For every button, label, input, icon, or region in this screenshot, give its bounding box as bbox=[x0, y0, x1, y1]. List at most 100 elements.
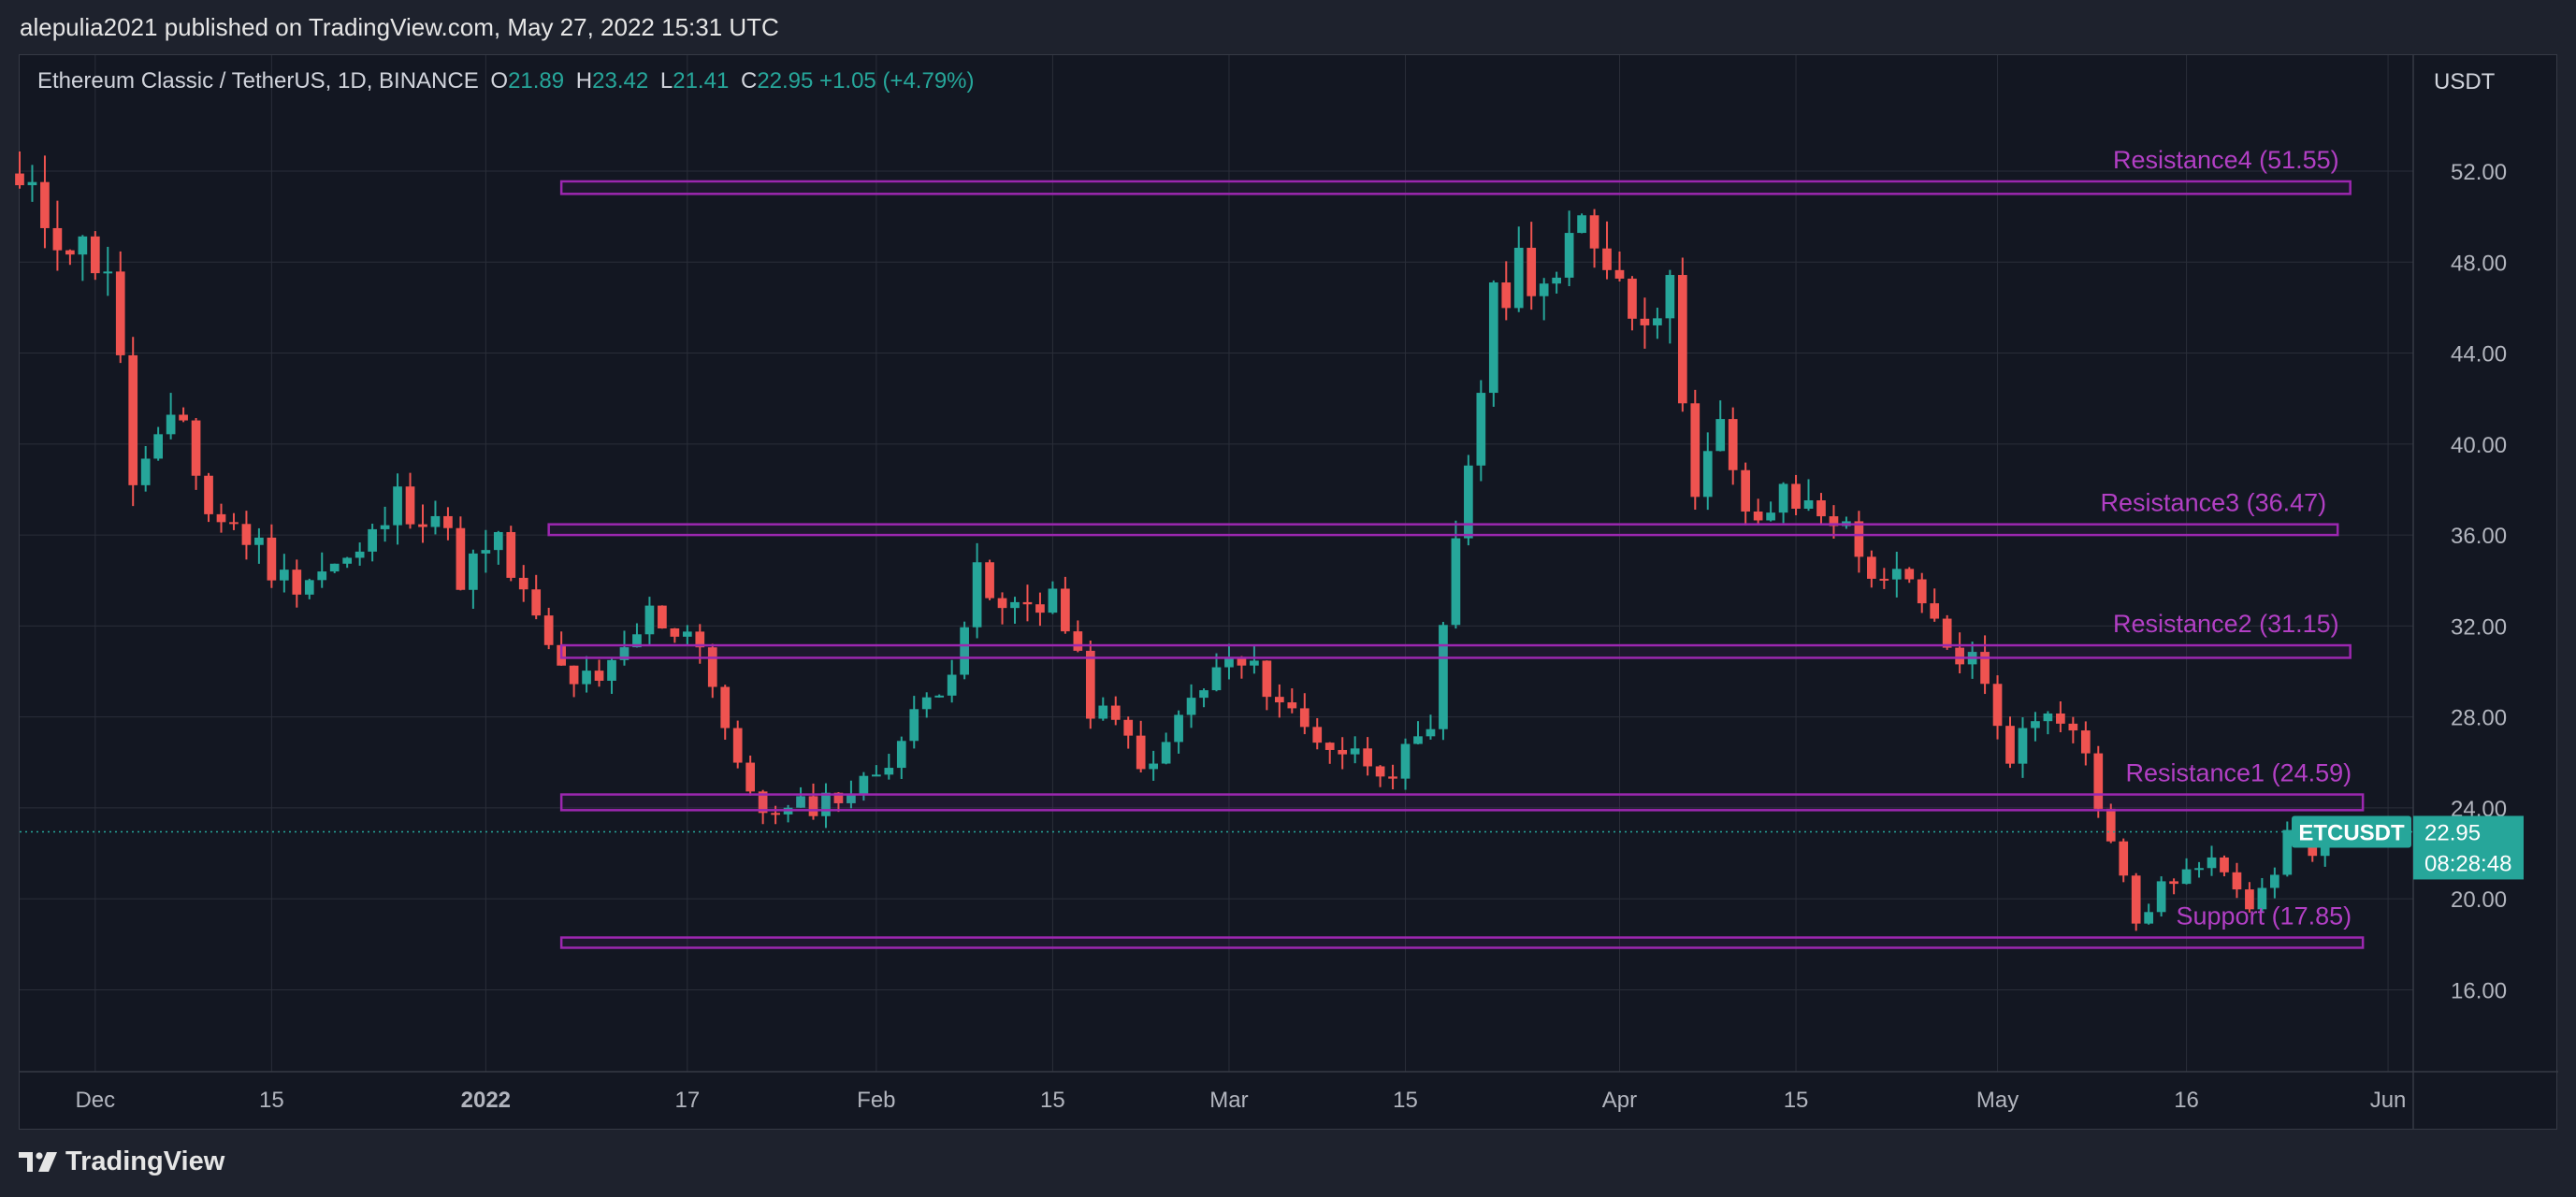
candle-up bbox=[1464, 465, 1473, 539]
chart[interactable]: 52.0048.0044.0040.0036.0032.0028.0024.00… bbox=[0, 0, 2576, 1141]
candle-down bbox=[1879, 578, 1889, 581]
candle-down bbox=[1287, 702, 1297, 709]
candle-down bbox=[1338, 749, 1348, 755]
candle-down bbox=[720, 686, 731, 728]
candle-up bbox=[1564, 233, 1574, 278]
zone-box bbox=[559, 180, 2352, 195]
candle-up bbox=[355, 551, 365, 558]
candle-up bbox=[78, 236, 88, 255]
candle-down bbox=[569, 665, 579, 685]
candle-up bbox=[2194, 868, 2204, 871]
last-price-tag bbox=[2413, 815, 2524, 880]
tradingview-logo-icon bbox=[19, 1152, 57, 1172]
candle-down bbox=[1375, 766, 1385, 777]
candle-up bbox=[934, 695, 945, 698]
candle-up bbox=[2269, 874, 2279, 888]
candle-down bbox=[1904, 569, 1915, 580]
x-tick-label: 2022 bbox=[461, 1088, 511, 1113]
candle-up bbox=[2257, 887, 2267, 910]
legend-symbol: Ethereum Classic / TetherUS, 1D, BINANCE bbox=[37, 68, 479, 94]
candle-down bbox=[1640, 318, 1650, 325]
candle-down bbox=[1061, 588, 1070, 632]
candle-up bbox=[909, 709, 919, 742]
x-tick-label: 17 bbox=[674, 1088, 700, 1113]
legend-open-label: O bbox=[490, 68, 509, 94]
candle-up bbox=[1224, 656, 1234, 668]
y-tick-label: 28.00 bbox=[2451, 706, 2507, 731]
candle-down bbox=[833, 792, 844, 803]
legend-low-value: 21.41 bbox=[673, 68, 730, 94]
candle-up bbox=[103, 271, 113, 274]
chart-legend: Ethereum Classic / TetherUS, 1D, BINANCE… bbox=[37, 68, 975, 94]
candle-down bbox=[1829, 516, 1839, 526]
candle-down bbox=[1917, 579, 1927, 604]
candle-down bbox=[191, 420, 201, 476]
candle-up bbox=[1715, 419, 1726, 452]
candle-down bbox=[1527, 247, 1537, 296]
candle-down bbox=[2119, 841, 2129, 876]
candle-up bbox=[960, 627, 969, 675]
legend-high-label: H bbox=[575, 68, 593, 94]
candle-down bbox=[443, 515, 453, 528]
candle-down bbox=[2080, 730, 2091, 754]
candle-up bbox=[1048, 588, 1058, 613]
legend-open-value: 21.89 bbox=[508, 68, 565, 94]
candle-up bbox=[1488, 282, 1498, 394]
x-tick-label: Dec bbox=[75, 1088, 115, 1113]
symbol-tag-label: ETCUSDT bbox=[2298, 820, 2405, 845]
y-tick-label: 16.00 bbox=[2451, 978, 2507, 1003]
candle-down bbox=[179, 414, 188, 421]
candle-up bbox=[1577, 215, 1586, 234]
candle-down bbox=[418, 524, 427, 527]
candle-up bbox=[1451, 538, 1461, 626]
candle-down bbox=[2093, 753, 2104, 809]
candle-down bbox=[2005, 726, 2015, 764]
candle-down bbox=[1324, 743, 1335, 750]
candle-up bbox=[1149, 763, 1159, 770]
candle-down bbox=[1614, 269, 1625, 279]
candle-down bbox=[204, 475, 213, 514]
candle-up bbox=[1513, 247, 1524, 309]
candle-up bbox=[1425, 728, 1436, 737]
footer-brand[interactable]: TradingView bbox=[19, 1143, 224, 1180]
candle-up bbox=[2207, 857, 2217, 869]
x-tick-label: May bbox=[1976, 1088, 2019, 1113]
candle-up bbox=[1098, 705, 1108, 719]
candle-up bbox=[2181, 869, 2192, 885]
candle-down bbox=[15, 173, 24, 186]
candle-down bbox=[758, 791, 768, 814]
candle-down bbox=[732, 728, 743, 763]
candle-up bbox=[859, 775, 869, 794]
candle-down bbox=[1628, 278, 1637, 319]
candle-up bbox=[921, 697, 932, 710]
y-tick-label: 44.00 bbox=[2451, 342, 2507, 368]
candle-down bbox=[1753, 512, 1763, 521]
candle-down bbox=[1980, 652, 1990, 685]
candle-up bbox=[607, 659, 616, 681]
candle-up bbox=[644, 605, 655, 635]
candle-down bbox=[2169, 881, 2178, 885]
candle-up bbox=[872, 774, 881, 777]
candle-up bbox=[1350, 748, 1360, 755]
candle-down bbox=[1501, 282, 1512, 309]
candle-up bbox=[1766, 512, 1775, 521]
x-tick-label: 15 bbox=[1784, 1088, 1809, 1113]
y-tick-label: 40.00 bbox=[2451, 433, 2507, 458]
candle-down bbox=[1728, 419, 1738, 470]
zone-box bbox=[559, 643, 2352, 659]
candle-down bbox=[658, 605, 667, 628]
candle-down bbox=[1602, 248, 1612, 270]
candle-up bbox=[947, 674, 957, 696]
candle-down bbox=[1123, 719, 1134, 736]
candle-down bbox=[1992, 684, 2003, 727]
candle-down bbox=[90, 236, 100, 274]
candle-down bbox=[985, 562, 994, 598]
candle-down bbox=[1136, 735, 1146, 770]
candle-down bbox=[2106, 808, 2116, 842]
candle-down bbox=[997, 598, 1007, 609]
candle-down bbox=[771, 813, 780, 815]
candle-up bbox=[632, 634, 642, 648]
candle-down bbox=[1388, 776, 1397, 779]
candle-down bbox=[229, 522, 239, 525]
y-tick-label: 32.00 bbox=[2451, 614, 2507, 640]
